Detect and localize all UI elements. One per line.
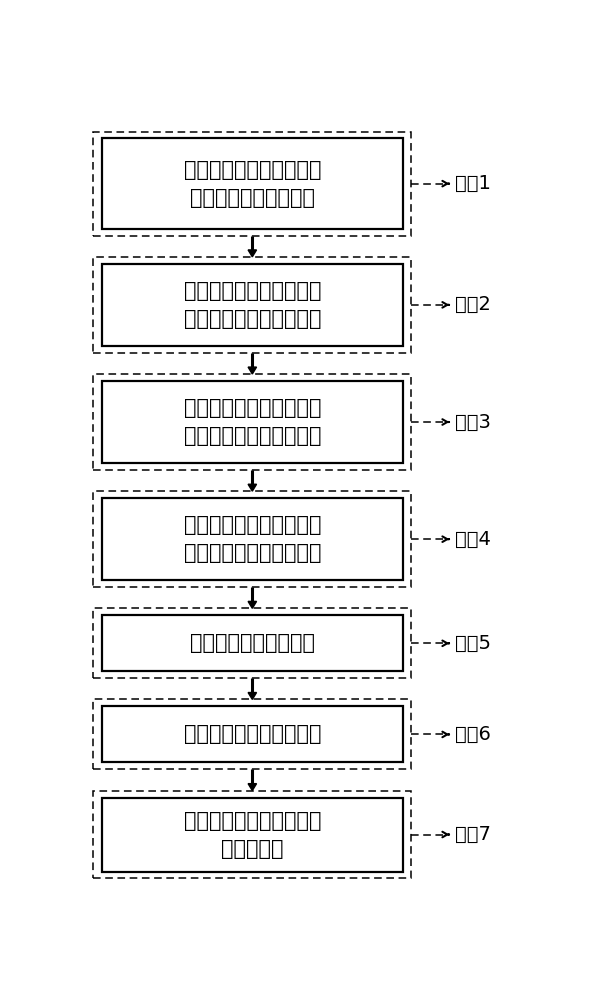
Polygon shape <box>248 784 256 791</box>
Bar <box>102 381 403 463</box>
Bar <box>93 257 412 353</box>
Text: 步骤7: 步骤7 <box>455 825 491 844</box>
Polygon shape <box>248 367 256 374</box>
Polygon shape <box>248 250 256 257</box>
Bar <box>93 699 412 769</box>
Polygon shape <box>248 484 256 491</box>
Polygon shape <box>248 601 256 608</box>
Text: 变压器连环故障概率计算: 变压器连环故障概率计算 <box>183 724 321 744</box>
Text: 步骤3: 步骤3 <box>455 413 491 432</box>
Text: 并列供电系统连环故障联
合概率计算: 并列供电系统连环故障联 合概率计算 <box>183 811 321 859</box>
Text: 步骤6: 步骤6 <box>455 725 491 744</box>
Bar <box>102 498 403 580</box>
Text: 步骤5: 步骤5 <box>455 634 491 653</box>
Text: 线路连环故障概率计算: 线路连环故障概率计算 <box>190 633 315 653</box>
Bar <box>93 791 412 878</box>
Polygon shape <box>248 693 256 699</box>
Bar <box>93 374 412 470</box>
Bar <box>102 264 403 346</box>
Text: 变压器故障概率的泊松分
布函数确定及其参数计算: 变压器故障概率的泊松分 布函数确定及其参数计算 <box>183 398 321 446</box>
Text: 步骤1: 步骤1 <box>455 174 491 193</box>
Bar <box>93 132 412 236</box>
Text: 步骤2: 步骤2 <box>455 295 491 314</box>
Text: 线路故障概率的泊松分布
函数确定及其参数计算: 线路故障概率的泊松分布 函数确定及其参数计算 <box>183 160 321 208</box>
Text: 步骤4: 步骤4 <box>455 530 491 549</box>
Bar <box>102 798 403 872</box>
Bar <box>102 706 403 762</box>
Bar <box>102 138 403 229</box>
Text: 线路过负荷概率的泊松分
布函数确定及其参数计算: 线路过负荷概率的泊松分 布函数确定及其参数计算 <box>183 281 321 329</box>
Bar <box>102 615 403 671</box>
Bar <box>93 491 412 587</box>
Text: 变压器过负荷概率泊松分
布函数确定及其参数计算: 变压器过负荷概率泊松分 布函数确定及其参数计算 <box>183 515 321 563</box>
Bar <box>93 608 412 678</box>
